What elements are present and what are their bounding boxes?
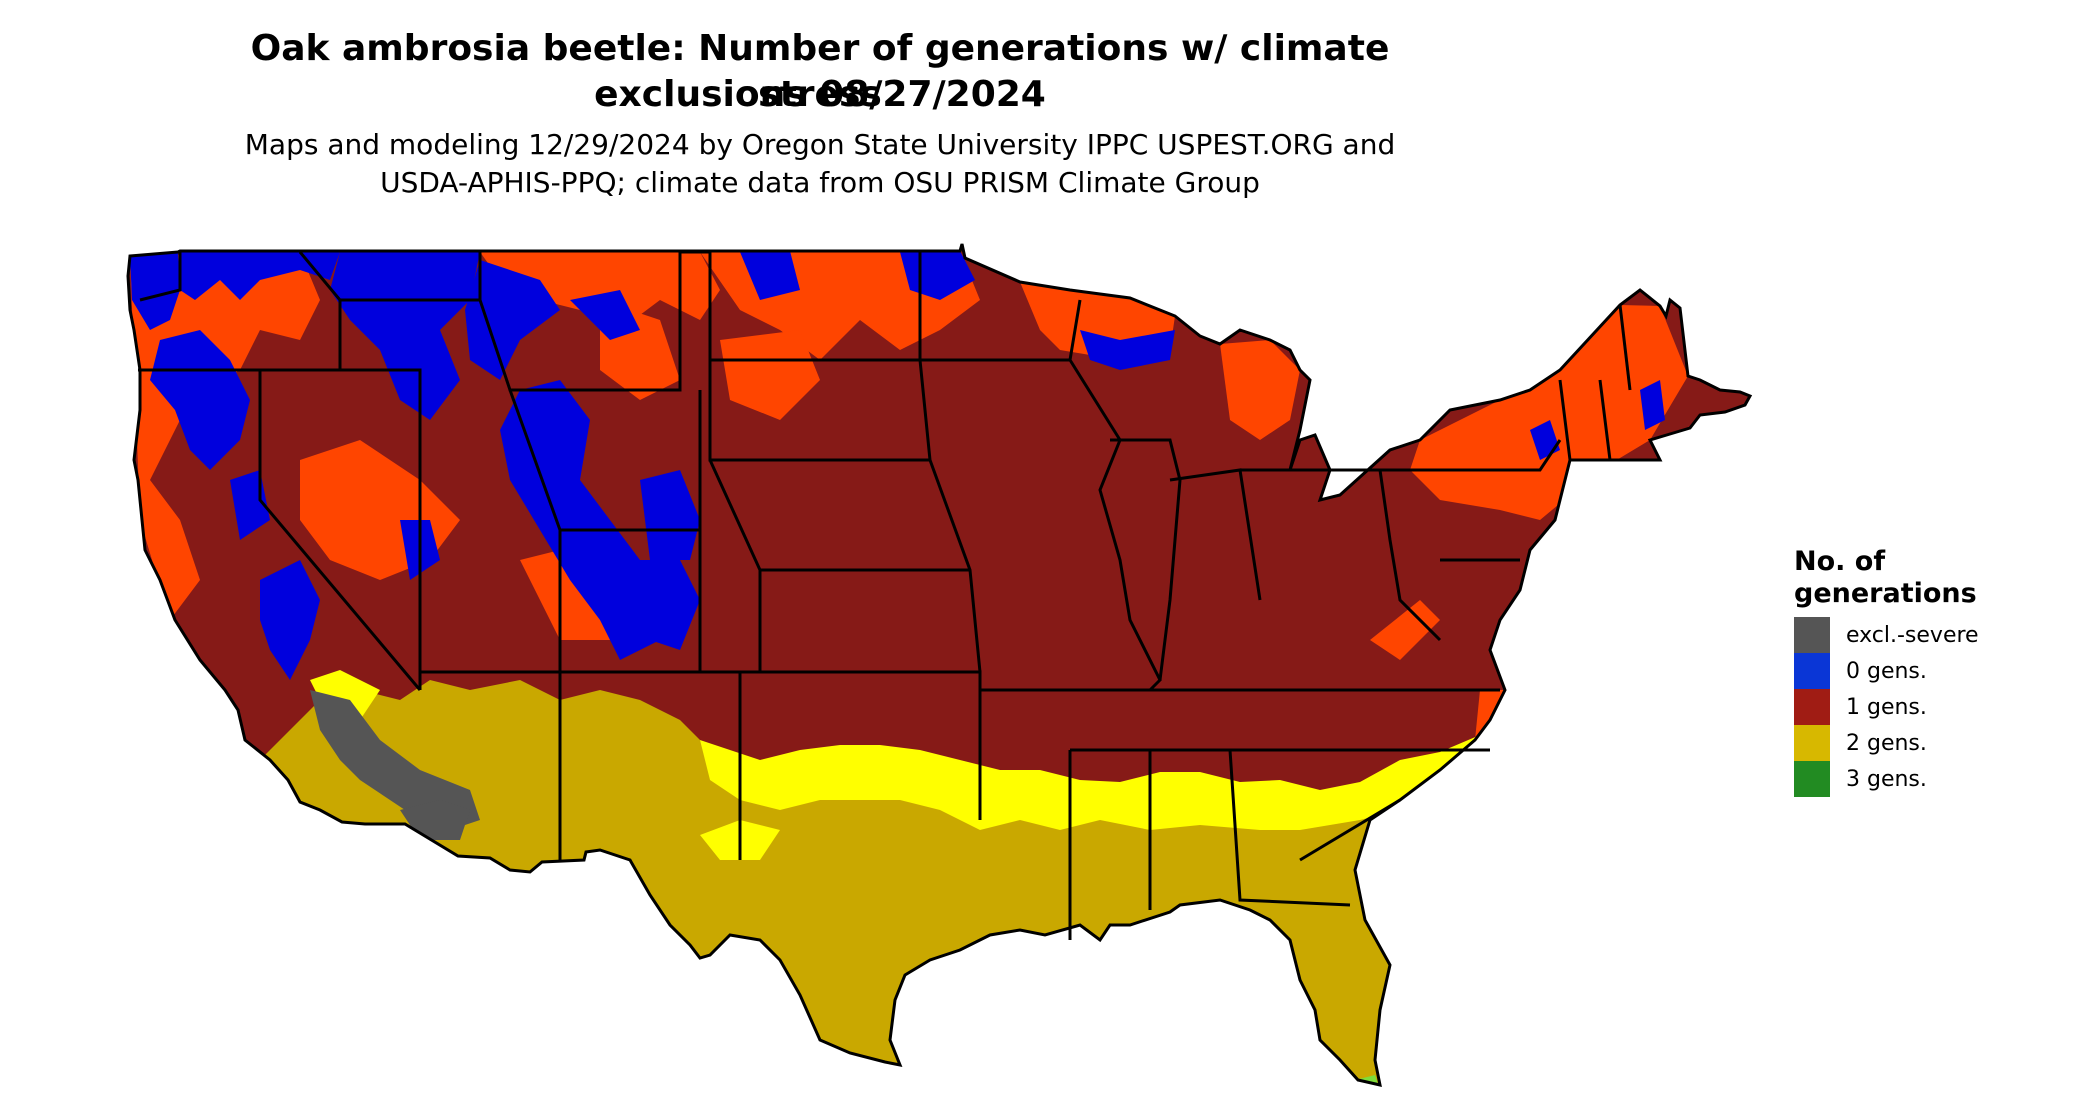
legend-title-line1: No. of xyxy=(1794,546,1886,577)
map-title-line2: exclusions 08/27/2024 xyxy=(594,74,1046,115)
legend-label: 1 gens. xyxy=(1846,694,1927,720)
legend-item-3-gens: 3 gens. xyxy=(1794,761,1927,797)
legend-item-excluded: excl.-severe xyxy=(1794,617,1979,653)
legend-item-0-gens: 0 gens. xyxy=(1794,653,1927,689)
legend-label: 2 gens. xyxy=(1846,730,1927,756)
legend-swatch xyxy=(1794,689,1830,725)
legend-label: excl.-severe xyxy=(1846,622,1979,648)
legend-label: 3 gens. xyxy=(1846,766,1927,792)
legend-swatch xyxy=(1794,761,1830,797)
legend-swatch xyxy=(1794,617,1830,653)
legend-title-line2: generations xyxy=(1794,578,1977,609)
map-title-line1: Oak ambrosia beetle: Number of generatio… xyxy=(250,28,1390,115)
legend-item-2-gens: 2 gens. xyxy=(1794,725,1927,761)
map-subtitle-line1: Maps and modeling 12/29/2024 by Oregon S… xyxy=(244,128,1396,161)
legend-label: 0 gens. xyxy=(1846,658,1927,684)
map-subtitle-line2: USDA-APHIS-PPQ; climate data from OSU PR… xyxy=(380,166,1260,199)
legend-swatch xyxy=(1794,725,1830,761)
legend-item-1-gens: 1 gens. xyxy=(1794,689,1927,725)
legend-swatch xyxy=(1794,653,1830,689)
